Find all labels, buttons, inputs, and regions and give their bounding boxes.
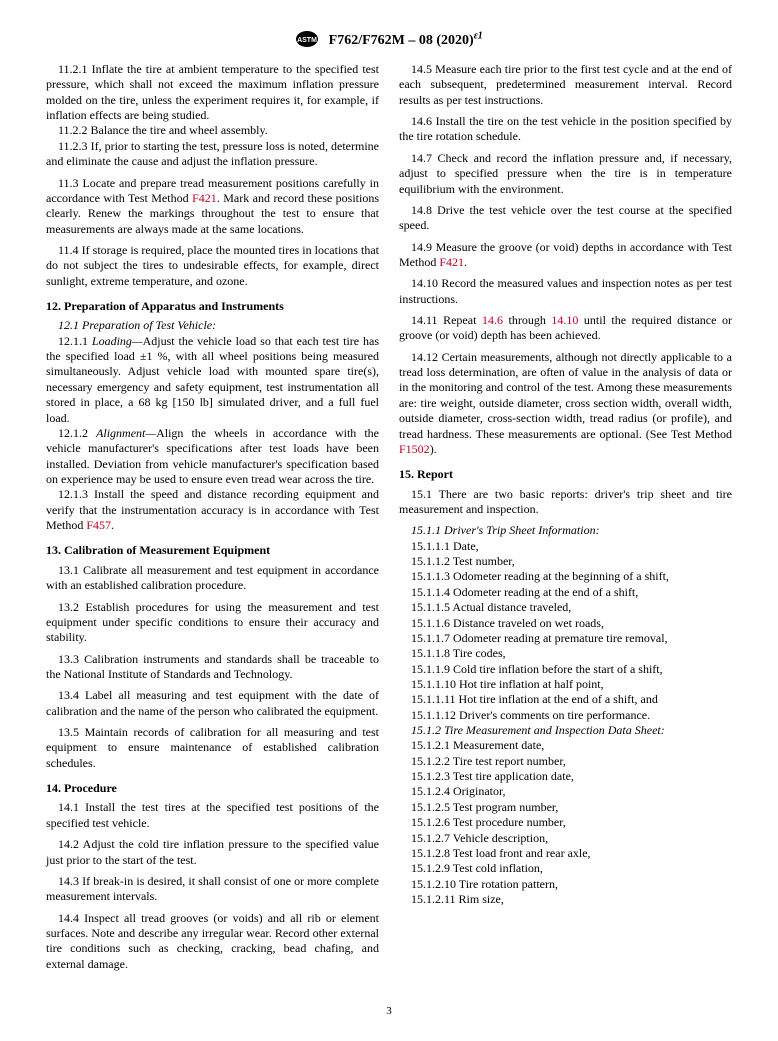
epsilon: ε1 xyxy=(474,31,483,42)
item-15-1-2-9: 15.1.2.9 Test cold inflation, xyxy=(399,861,732,876)
item-15-1-1-1: 15.1.1.1 Date, xyxy=(399,539,732,554)
para-12-1-1-num: 12.1.1 xyxy=(58,334,92,348)
para-11-2-3: 11.2.3 If, prior to starting the test, p… xyxy=(46,139,379,170)
para-14-2: 14.2 Adjust the cold tire inflation pres… xyxy=(46,837,379,868)
para-13-3: 13.3 Calibration instruments and standar… xyxy=(46,652,379,683)
ref-f1502[interactable]: F1502 xyxy=(399,442,430,456)
para-14-4: 14.4 Inspect all tread grooves (or voids… xyxy=(46,911,379,972)
para-12-1-3: 12.1.3 Install the speed and distance re… xyxy=(46,487,379,533)
heading-14: 14. Procedure xyxy=(46,781,379,796)
page-number: 3 xyxy=(0,1005,778,1017)
item-15-1-2-1: 15.1.2.1 Measurement date, xyxy=(399,738,732,753)
item-15-1-1-6: 15.1.1.6 Distance traveled on wet roads, xyxy=(399,616,732,631)
para-13-5: 13.5 Maintain records of calibration for… xyxy=(46,725,379,771)
para-14-11b: through xyxy=(503,313,551,327)
item-15-1-1-4: 15.1.1.4 Odometer reading at the end of … xyxy=(399,585,732,600)
para-12-1: 12.1 Preparation of Test Vehicle: xyxy=(46,318,379,333)
para-11-2-1: 11.2.1 Inflate the tire at ambient tempe… xyxy=(46,62,379,123)
para-14-5: 14.5 Measure each tire prior to the firs… xyxy=(399,62,732,108)
para-13-4: 13.4 Label all measuring and test equipm… xyxy=(46,688,379,719)
heading-13: 13. Calibration of Measurement Equipment xyxy=(46,543,379,558)
item-15-1-1-3: 15.1.1.3 Odometer reading at the beginni… xyxy=(399,569,732,584)
item-15-1-1-11: 15.1.1.11 Hot tire inflation at the end … xyxy=(399,692,732,707)
para-11-2-2: 11.2.2 Balance the tire and wheel assemb… xyxy=(46,123,379,138)
item-15-1-2-6: 15.1.2.6 Test procedure number, xyxy=(399,815,732,830)
item-15-1-2-4: 15.1.2.4 Originator, xyxy=(399,784,732,799)
heading-12: 12. Preparation of Apparatus and Instrum… xyxy=(46,299,379,314)
ref-f421-1[interactable]: F421 xyxy=(192,191,217,205)
para-12-1-2-num: 12.1.2 xyxy=(58,426,96,440)
para-12-1-2: 12.1.2 Alignment—Align the wheels in acc… xyxy=(46,426,379,487)
item-15-1-2-3: 15.1.2.3 Test tire application date, xyxy=(399,769,732,784)
para-15-1: 15.1 There are two basic reports: driver… xyxy=(399,487,732,518)
para-12-1-text: 12.1 Preparation of Test Vehicle: xyxy=(58,318,216,332)
para-14-11: 14.11 Repeat 14.6 through 14.10 until th… xyxy=(399,313,732,344)
para-15-1-2-text: 15.1.2 Tire Measurement and Inspection D… xyxy=(411,723,665,737)
para-14-9: 14.9 Measure the groove (or void) depths… xyxy=(399,240,732,271)
para-14-1: 14.1 Install the test tires at the speci… xyxy=(46,800,379,831)
heading-15: 15. Report xyxy=(399,467,732,482)
para-14-10: 14.10 Record the measured values and ins… xyxy=(399,276,732,307)
para-12-1-2-label: Alignment— xyxy=(96,426,156,440)
para-12-1-3b: . xyxy=(111,518,114,532)
svg-text:ASTM: ASTM xyxy=(297,37,317,44)
xref-14-10[interactable]: 14.10 xyxy=(551,313,578,327)
para-12-1-1: 12.1.1 Loading—Adjust the vehicle load s… xyxy=(46,334,379,426)
item-15-1-1-7: 15.1.1.7 Odometer reading at premature t… xyxy=(399,631,732,646)
para-14-7: 14.7 Check and record the inflation pres… xyxy=(399,151,732,197)
para-14-9b: . xyxy=(464,255,467,269)
para-11-3: 11.3 Locate and prepare tread measuremen… xyxy=(46,176,379,237)
item-15-1-2-8: 15.1.2.8 Test load front and rear axle, xyxy=(399,846,732,861)
para-15-1-1: 15.1.1 Driver's Trip Sheet Information: xyxy=(399,523,732,538)
para-11-4: 11.4 If storage is required, place the m… xyxy=(46,243,379,289)
ref-f457[interactable]: F457 xyxy=(86,518,111,532)
item-15-1-2-10: 15.1.2.10 Tire rotation pattern, xyxy=(399,877,732,892)
para-14-12: 14.12 Certain measurements, although not… xyxy=(399,350,732,458)
para-14-12a: 14.12 Certain measurements, although not… xyxy=(399,350,732,441)
item-15-1-1-9: 15.1.1.9 Cold tire inflation before the … xyxy=(399,662,732,677)
para-13-2: 13.2 Establish procedures for using the … xyxy=(46,600,379,646)
item-15-1-2-2: 15.1.2.2 Tire test report number, xyxy=(399,754,732,769)
xref-14-6[interactable]: 14.6 xyxy=(482,313,503,327)
body-columns: 11.2.1 Inflate the tire at ambient tempe… xyxy=(46,62,732,991)
header: ASTM F762/F762M – 08 (2020)ε1 xyxy=(0,30,778,52)
ref-f421-2[interactable]: F421 xyxy=(439,255,464,269)
para-14-11a: 14.11 Repeat xyxy=(411,313,482,327)
para-14-6: 14.6 Install the tire on the test vehicl… xyxy=(399,114,732,145)
item-15-1-1-10: 15.1.1.10 Hot tire inflation at half poi… xyxy=(399,677,732,692)
para-12-1-1-label: Loading— xyxy=(92,334,143,348)
para-14-8: 14.8 Drive the test vehicle over the tes… xyxy=(399,203,732,234)
item-15-1-1-12: 15.1.1.12 Driver's comments on tire perf… xyxy=(399,708,732,723)
para-15-1-2: 15.1.2 Tire Measurement and Inspection D… xyxy=(399,723,732,738)
item-15-1-1-2: 15.1.1.2 Test number, xyxy=(399,554,732,569)
item-15-1-1-8: 15.1.1.8 Tire codes, xyxy=(399,646,732,661)
para-15-1-1-text: 15.1.1 Driver's Trip Sheet Information: xyxy=(411,523,600,537)
astm-logo: ASTM xyxy=(295,30,319,52)
item-15-1-2-7: 15.1.2.7 Vehicle description, xyxy=(399,831,732,846)
para-14-12b: ). xyxy=(430,442,437,456)
para-14-3: 14.3 If break-in is desired, it shall co… xyxy=(46,874,379,905)
item-15-1-2-5: 15.1.2.5 Test program number, xyxy=(399,800,732,815)
designation: F762/F762M – 08 (2020) xyxy=(329,33,474,48)
item-15-1-2-11: 15.1.2.11 Rim size, xyxy=(399,892,732,907)
item-15-1-1-5: 15.1.1.5 Actual distance traveled, xyxy=(399,600,732,615)
para-13-1: 13.1 Calibrate all measurement and test … xyxy=(46,563,379,594)
